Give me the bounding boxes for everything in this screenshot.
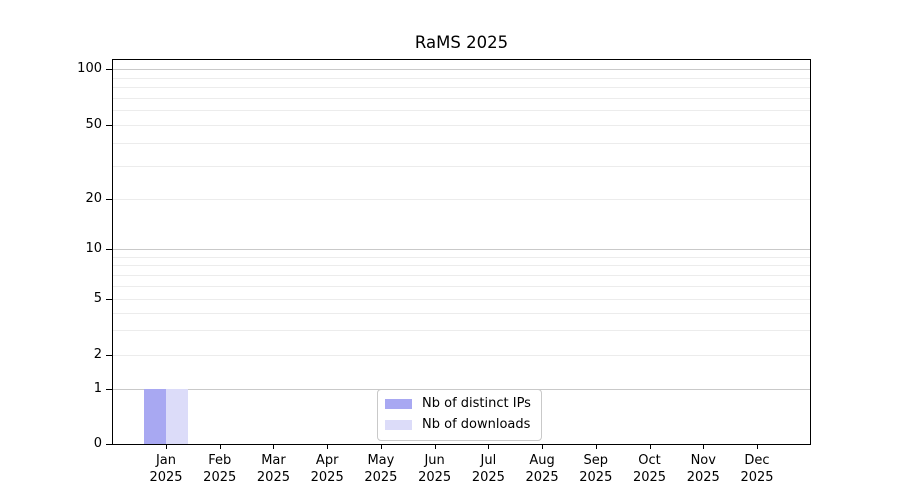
gridline-minor	[113, 87, 810, 88]
x-tick-mark	[649, 445, 651, 449]
gridline-major	[113, 249, 810, 250]
y-tick-label: 50	[85, 117, 102, 132]
x-tick-label: May 2025	[364, 453, 398, 485]
legend-item-distinct-ips: Nb of distinct IPs	[385, 396, 531, 412]
gridline-minor	[113, 199, 810, 200]
y-tick-label: 1	[93, 381, 102, 396]
x-tick-mark	[219, 445, 221, 449]
gridline-minor	[113, 313, 810, 314]
legend: Nb of distinct IPs Nb of downloads	[377, 389, 542, 441]
x-tick-mark	[703, 445, 705, 449]
gridline-minor	[113, 166, 810, 167]
y-tick-label: 0	[93, 436, 102, 451]
y-tick-label: 2	[93, 347, 102, 362]
gridline-minor	[113, 98, 810, 99]
x-tick-label: Feb 2025	[203, 453, 237, 485]
gridline-minor	[113, 125, 810, 126]
x-tick-mark	[434, 445, 436, 449]
gridline-minor	[113, 275, 810, 276]
x-tick-label: Sep 2025	[579, 453, 613, 485]
y-tick-label: 5	[93, 291, 102, 306]
gridline-minor	[113, 286, 810, 287]
legend-label: Nb of downloads	[422, 417, 531, 432]
gridline-minor	[113, 110, 810, 111]
y-tick-mark	[106, 199, 113, 200]
x-tick-mark	[757, 445, 758, 449]
x-tick-mark	[273, 445, 275, 449]
x-tick-mark	[542, 445, 544, 449]
y-tick-mark	[106, 444, 113, 445]
x-tick-mark	[595, 445, 597, 449]
x-tick-label: Apr 2025	[310, 453, 344, 485]
gridline-minor	[113, 355, 810, 356]
x-tick-mark	[380, 445, 382, 449]
legend-swatch-icon	[385, 420, 412, 430]
y-tick-label: 100	[77, 61, 102, 76]
y-tick-mark	[106, 355, 113, 356]
x-tick-label: Aug 2025	[525, 453, 559, 485]
plot-area: Nb of distinct IPs Nb of downloads	[112, 59, 811, 445]
x-tick-mark	[166, 445, 167, 449]
gridline-minor	[113, 257, 810, 258]
x-tick-label: Nov 2025	[686, 453, 720, 485]
x-tick-mark	[488, 445, 490, 449]
x-tick-label: Jan 2025	[149, 453, 183, 485]
gridline-minor	[113, 143, 810, 144]
y-tick-mark	[106, 249, 113, 250]
bar-distinct-ips	[144, 389, 166, 444]
x-tick-label: Mar 2025	[256, 453, 290, 485]
gridline-minor	[113, 265, 810, 266]
y-tick-mark	[106, 69, 113, 70]
x-tick-mark	[327, 445, 329, 449]
bar-downloads	[166, 389, 188, 444]
gridline-minor	[113, 78, 810, 79]
chart-title: RaMS 2025	[414, 33, 509, 52]
x-tick-label: Dec 2025	[740, 453, 774, 485]
legend-swatch-icon	[385, 399, 412, 409]
y-tick-label: 10	[85, 241, 102, 256]
y-tick-mark	[106, 299, 113, 300]
y-tick-label: 20	[85, 191, 102, 206]
x-tick-label: Jun 2025	[418, 453, 452, 485]
gridline-minor	[113, 330, 810, 331]
x-tick-label: Jul 2025	[471, 453, 505, 485]
gridline-minor	[113, 299, 810, 300]
y-tick-mark	[106, 389, 113, 390]
legend-label: Nb of distinct IPs	[422, 396, 531, 411]
legend-item-downloads: Nb of downloads	[385, 417, 531, 433]
gridline-major	[113, 69, 810, 70]
y-tick-mark	[106, 125, 113, 126]
x-tick-label: Oct 2025	[632, 453, 667, 485]
